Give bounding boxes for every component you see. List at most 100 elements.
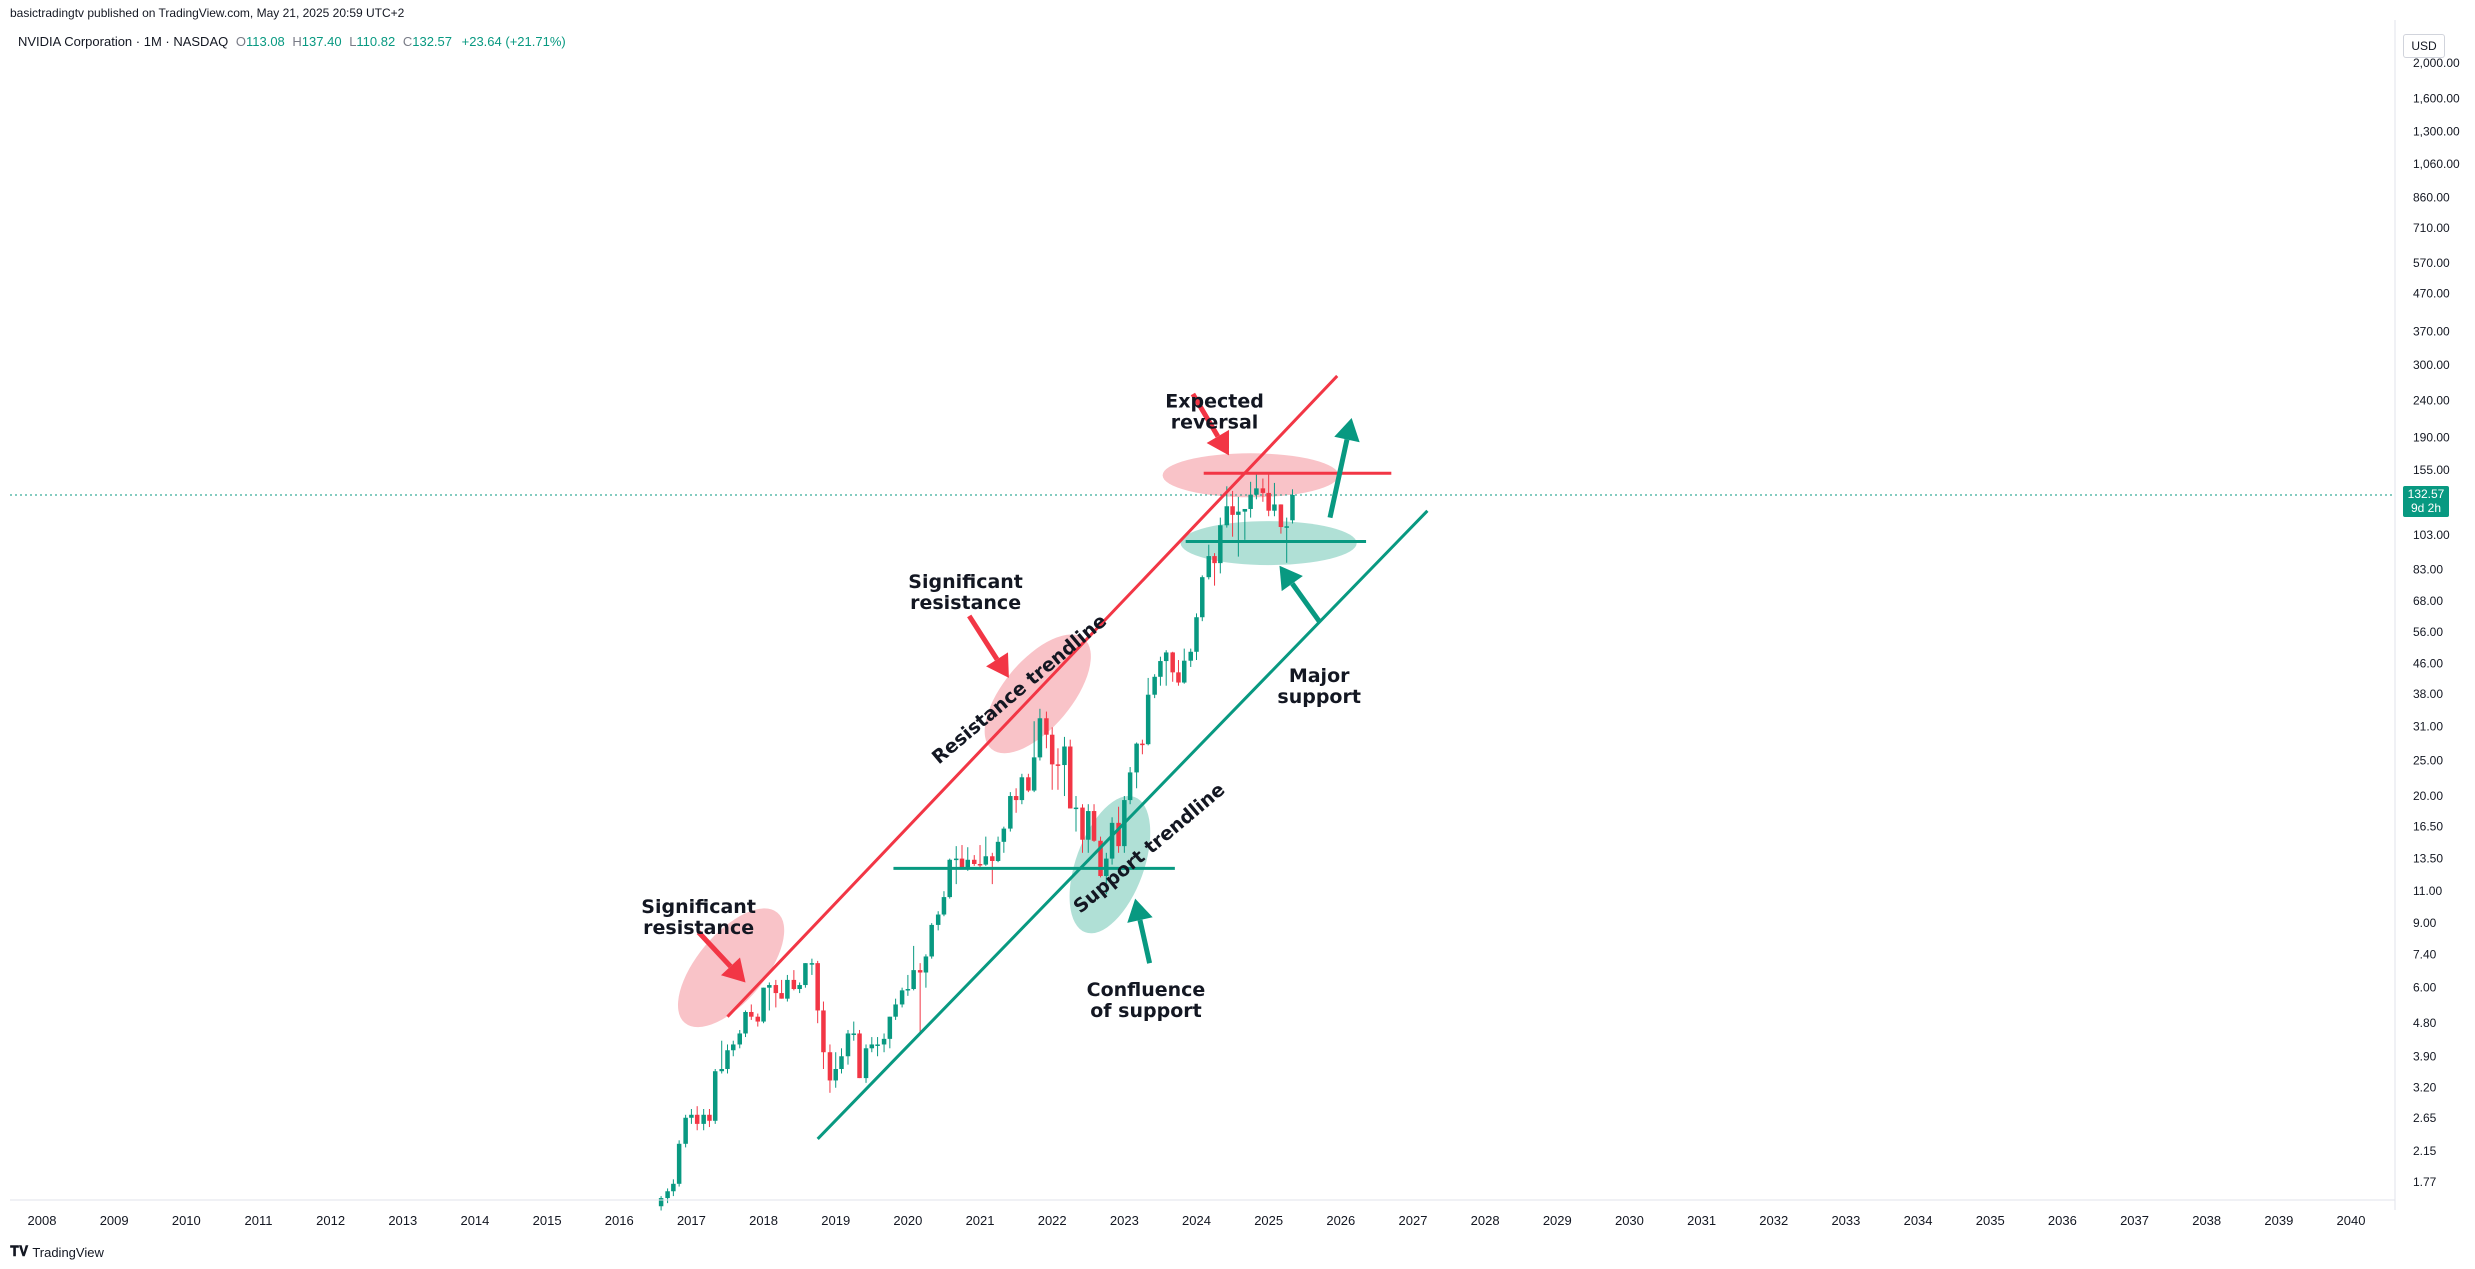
candle-body [923, 956, 929, 973]
candle-body [1254, 488, 1259, 495]
candle-body [972, 859, 977, 864]
time-tick-label: 2022 [1038, 1213, 1067, 1228]
candle-body [1248, 494, 1253, 509]
price-tick-label: 25.00 [2413, 754, 2443, 768]
candle-body [821, 1010, 826, 1053]
candle-body [707, 1114, 712, 1121]
time-tick-label: 2035 [1976, 1213, 2005, 1228]
time-tick-label: 2037 [2120, 1213, 2149, 1228]
price-tick-label: 860.00 [2413, 190, 2450, 204]
time-tick-label: 2033 [1831, 1213, 1860, 1228]
annotation-arrow-head [1279, 565, 1303, 592]
candle-body [1212, 556, 1217, 564]
price-tick-label: 46.00 [2413, 656, 2443, 670]
candles-layer [658, 472, 1295, 1211]
chart-annotation: Significant resistance [908, 571, 1023, 614]
resistance-zone [1162, 453, 1339, 498]
annotation-line: Significant [908, 571, 1023, 593]
candle-body [869, 1044, 875, 1049]
candle-body [761, 987, 766, 1022]
annotation-arrow-head [721, 957, 746, 983]
candle-body [1163, 652, 1169, 662]
candle-body [1181, 660, 1187, 683]
chart-annotation: Major support [1277, 665, 1361, 708]
time-tick-label: 2011 [244, 1213, 272, 1228]
candle-body [959, 858, 965, 868]
resistance-trendline [726, 374, 1339, 1018]
candle-body [1019, 777, 1025, 801]
candle-body [863, 1048, 869, 1079]
last-price-badge: 132.57 9d 2h [2403, 485, 2449, 517]
candle-body [905, 989, 911, 991]
symbol-name[interactable]: NVIDIA Corporation · 1M · NASDAQ [18, 34, 229, 49]
time-tick-label: 2027 [1399, 1213, 1428, 1228]
annotation-line: support [1277, 686, 1361, 708]
candle-body [1073, 807, 1079, 810]
candle-body [977, 863, 983, 866]
time-tick-label: 2026 [1326, 1213, 1355, 1228]
candle-body [839, 1056, 844, 1069]
price-tick-label: 3.90 [2413, 1049, 2437, 1063]
candle-body [1260, 488, 1266, 493]
candle-body [1140, 743, 1145, 746]
price-tick-label: 1,060.00 [2413, 157, 2460, 171]
candle-body [743, 1011, 748, 1034]
annotation-arrow-shaft [967, 614, 1000, 661]
candle-body [1242, 508, 1248, 512]
price-tick-label: 3.20 [2413, 1081, 2437, 1095]
footer-brand[interactable]: 𝐓𝐕 TradingView [10, 1244, 104, 1260]
candle-body [965, 859, 971, 868]
close-value: 132.57 [412, 34, 452, 49]
candle-body [671, 1183, 676, 1192]
candle-body [929, 924, 934, 957]
brand-name: TradingView [32, 1244, 104, 1260]
arrows-layer [696, 392, 1360, 983]
candle-body [815, 963, 820, 1011]
annotation-arrow-head [1127, 898, 1153, 923]
candle-body [1080, 807, 1085, 840]
candle-body [1008, 796, 1013, 829]
low-value: 110.82 [356, 34, 396, 49]
candle-body [712, 1071, 718, 1121]
chart-annotation: Confluence of support [1087, 979, 1206, 1022]
annotation-line: of support [1090, 1000, 1201, 1022]
candle-body [1116, 822, 1121, 847]
price-tick-label: 20.00 [2413, 789, 2443, 803]
candle-body [1206, 556, 1212, 578]
annotation-arrow-shaft [1137, 919, 1153, 964]
price-tick-label: 370.00 [2413, 325, 2450, 339]
candle-body [1194, 617, 1199, 652]
annotation-arrow-shaft [1327, 438, 1350, 519]
publisher-caption: basictradingtv published on TradingView.… [10, 6, 405, 20]
price-tick-label: 38.00 [2413, 687, 2443, 701]
high-value: 137.40 [301, 34, 342, 49]
candle-body [749, 1011, 754, 1017]
price-tick-label: 16.50 [2413, 820, 2443, 834]
candle-body [767, 985, 772, 988]
candle-body [797, 985, 802, 990]
high-label: H [292, 34, 302, 49]
annotation-line: resistance [910, 592, 1021, 614]
price-tick-label: 2,000.00 [2413, 56, 2460, 70]
price-tick-label: 470.00 [2413, 287, 2450, 301]
price-tick-label: 103.00 [2413, 528, 2450, 542]
price-tick-label: 2.65 [2413, 1111, 2437, 1125]
candle-body [875, 1044, 880, 1046]
candle-body [833, 1068, 838, 1081]
support-zone [1069, 795, 1151, 934]
price-tick-label: 31.00 [2413, 719, 2443, 733]
currency-button[interactable]: USD [2403, 34, 2445, 58]
price-tick-label: 2.15 [2413, 1144, 2437, 1158]
time-tick-label: 2025 [1254, 1213, 1283, 1228]
candle-body [899, 990, 905, 1005]
time-tick-label: 2021 [966, 1213, 995, 1228]
candle-body [1200, 577, 1205, 618]
chart-annotation: Significant resistance [641, 896, 756, 939]
price-tick-label: 1,600.00 [2413, 92, 2460, 106]
candle-body [1266, 492, 1271, 511]
candle-body [1044, 718, 1049, 735]
candle-body [1218, 525, 1223, 564]
price-tick-label: 4.80 [2413, 1016, 2437, 1030]
candle-body [809, 963, 815, 965]
